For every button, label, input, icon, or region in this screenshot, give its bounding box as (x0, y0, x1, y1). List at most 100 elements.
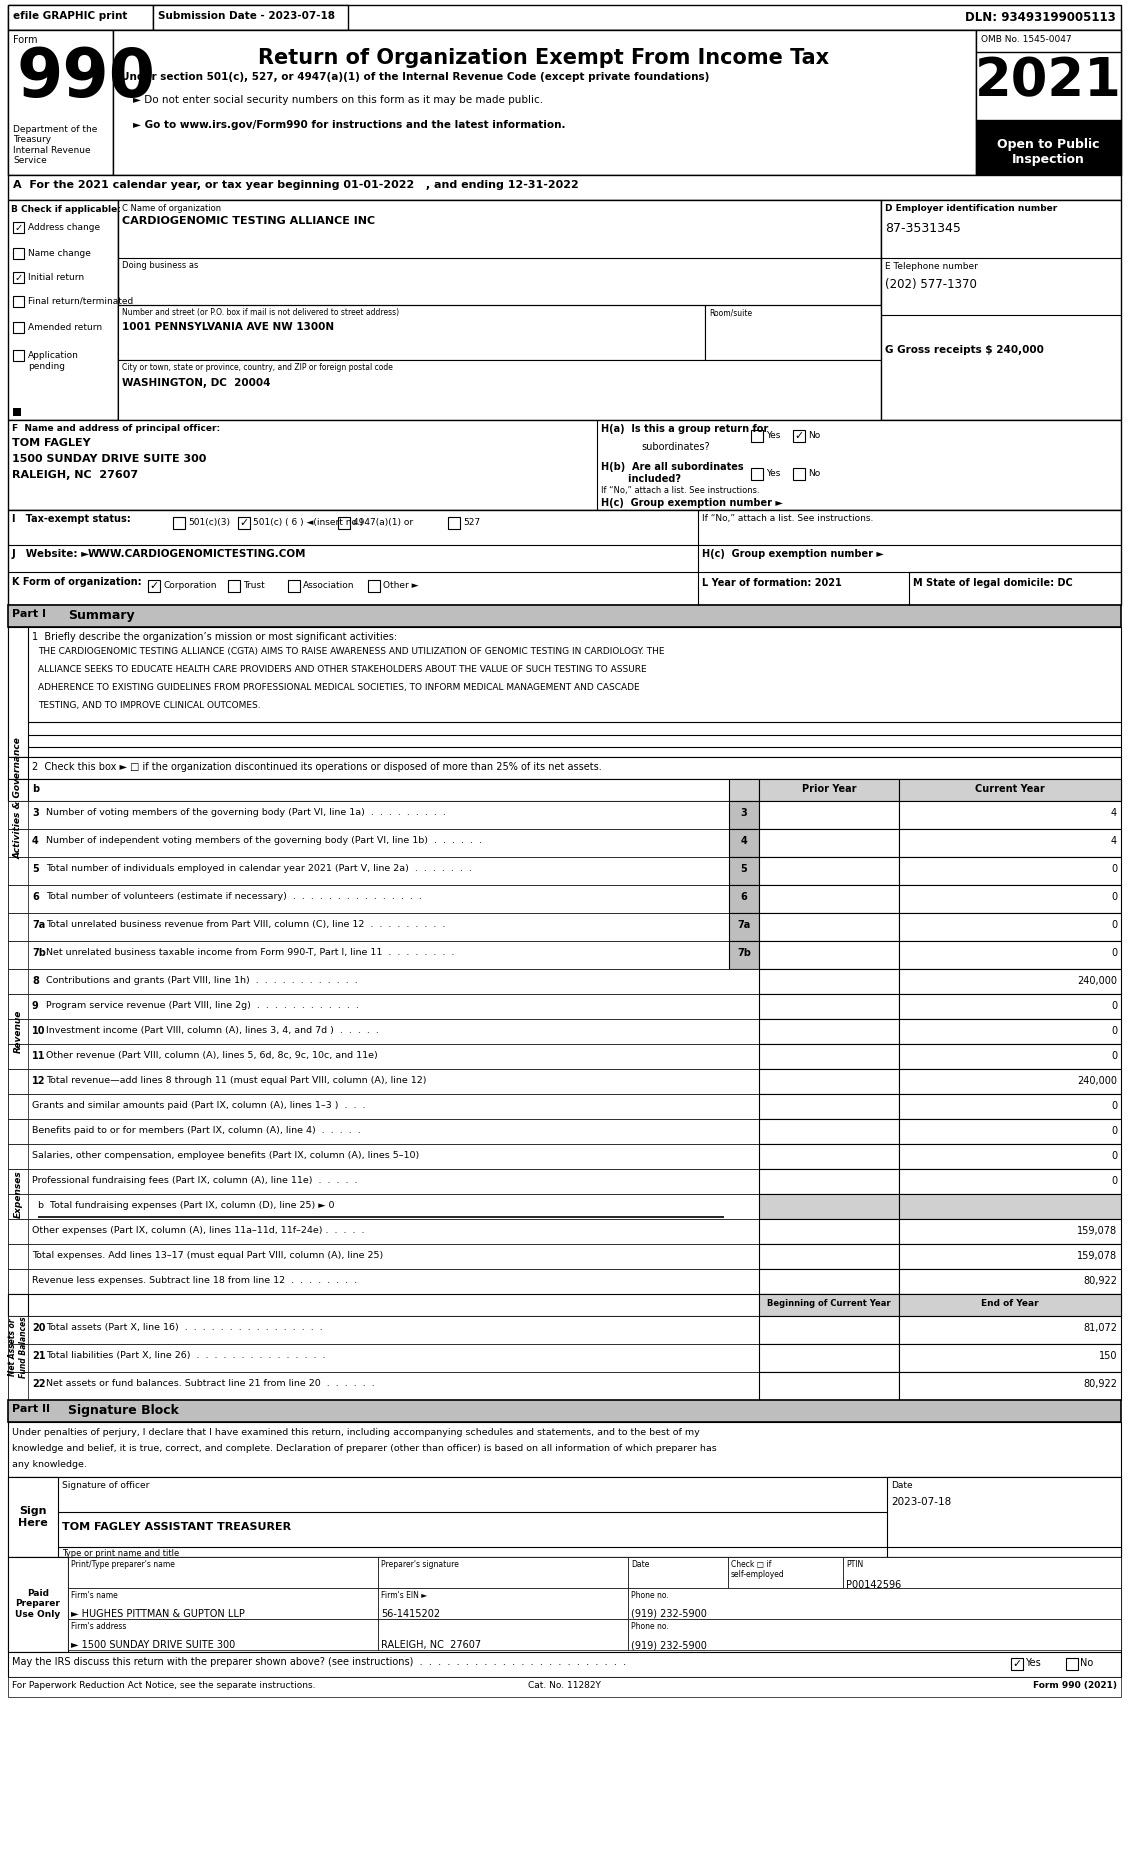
Text: WASHINGTON, DC  20004: WASHINGTON, DC 20004 (122, 378, 271, 388)
Text: Total number of individuals employed in calendar year 2021 (Part V, line 2a)  . : Total number of individuals employed in … (46, 865, 472, 872)
Text: Room/suite: Room/suite (709, 308, 752, 317)
Bar (8, 802, 1121, 829)
Bar (8, 199, 119, 419)
Bar (759, 1219, 899, 1243)
Bar (628, 1588, 1121, 1620)
Text: No: No (1080, 1657, 1093, 1668)
Bar (8, 802, 28, 829)
Bar (8, 885, 1121, 913)
Bar (704, 306, 881, 360)
Text: 0: 0 (1111, 1150, 1117, 1161)
Text: Revenue less expenses. Subtract line 18 from line 12  .  .  .  .  .  .  .  .: Revenue less expenses. Subtract line 18 … (32, 1277, 357, 1284)
Text: Cat. No. 11282Y: Cat. No. 11282Y (527, 1681, 601, 1691)
Text: Total assets (Part X, line 16)  .  .  .  .  .  .  .  .  .  .  .  .  .  .  .  .: Total assets (Part X, line 16) . . . . .… (46, 1323, 323, 1333)
Text: Yes: Yes (765, 431, 780, 440)
Bar (8, 1118, 1121, 1144)
Bar (729, 885, 759, 913)
Text: ADHERENCE TO EXISTING GUIDELINES FROM PROFESSIONAL MEDICAL SOCIETIES, TO INFORM : ADHERENCE TO EXISTING GUIDELINES FROM PR… (38, 682, 640, 692)
Bar (8, 779, 28, 802)
Text: 0: 0 (1111, 949, 1117, 958)
Bar (8, 626, 28, 757)
Text: included?: included? (601, 473, 681, 485)
Bar (975, 119, 1121, 175)
Bar (759, 1372, 899, 1400)
Text: knowledge and belief, it is true, correct, and complete. Declaration of preparer: knowledge and belief, it is true, correc… (12, 1445, 717, 1454)
Bar (8, 757, 28, 779)
Bar (899, 1144, 1121, 1169)
Text: E Telephone number: E Telephone number (885, 263, 978, 270)
Text: No: No (808, 431, 821, 440)
Bar (8, 829, 1121, 857)
Text: Net assets or fund balances. Subtract line 21 from line 20  .  .  .  .  .  .: Net assets or fund balances. Subtract li… (46, 1379, 375, 1389)
Bar (8, 1372, 28, 1400)
Text: 7b: 7b (737, 949, 751, 958)
Text: 1001 PENNSYLVANIA AVE NW 1300N: 1001 PENNSYLVANIA AVE NW 1300N (122, 322, 334, 332)
Bar (759, 941, 899, 969)
Text: 990: 990 (16, 45, 155, 112)
Bar (8, 1372, 1121, 1400)
Bar (899, 829, 1121, 857)
Bar (729, 829, 759, 857)
Text: Signature Block: Signature Block (68, 1404, 178, 1417)
Text: ► HUGHES PITTMAN & GUPTON LLP: ► HUGHES PITTMAN & GUPTON LLP (71, 1609, 245, 1620)
Text: Net unrelated business taxable income from Form 990-T, Part I, line 11  .  .  . : Net unrelated business taxable income fr… (46, 949, 454, 956)
Bar (8, 30, 113, 175)
Text: Phone no.: Phone no. (631, 1622, 668, 1631)
Text: WWW.CARDIOGENOMICTESTING.COM: WWW.CARDIOGENOMICTESTING.COM (88, 550, 306, 559)
Text: Firm's EIN ►: Firm's EIN ► (380, 1592, 427, 1599)
Text: May the IRS discuss this return with the preparer shown above? (see instructions: May the IRS discuss this return with the… (12, 1657, 627, 1666)
Bar (173, 516, 185, 529)
Text: Phone no.: Phone no. (631, 1592, 668, 1599)
Bar (899, 1219, 1121, 1243)
Text: CARDIOGENOMIC TESTING ALLIANCE INC: CARDIOGENOMIC TESTING ALLIANCE INC (122, 216, 375, 226)
Bar (113, 30, 975, 175)
Bar (899, 1044, 1121, 1068)
Text: ✓: ✓ (15, 272, 23, 283)
Text: 11: 11 (32, 1051, 45, 1061)
Bar (8, 1169, 1121, 1195)
Text: 1500 SUNDAY DRIVE SUITE 300: 1500 SUNDAY DRIVE SUITE 300 (12, 455, 207, 464)
Text: Return of Organization Exempt From Income Tax: Return of Organization Exempt From Incom… (259, 48, 830, 67)
Text: G Gross receipts $ 240,000: G Gross receipts $ 240,000 (885, 345, 1044, 354)
Text: 9: 9 (32, 1001, 38, 1010)
Bar (8, 30, 1121, 175)
Text: (919) 232-5900: (919) 232-5900 (631, 1609, 707, 1620)
Bar (793, 431, 805, 442)
Text: C Name of organization: C Name of organization (122, 203, 221, 212)
Bar (8, 1422, 1121, 1476)
Bar (8, 1044, 1121, 1068)
Text: OMB No. 1545-0047: OMB No. 1545-0047 (981, 35, 1071, 45)
Bar (8, 994, 28, 1020)
Text: Paid
Preparer
Use Only: Paid Preparer Use Only (16, 1590, 61, 1620)
Text: (919) 232-5900: (919) 232-5900 (631, 1640, 707, 1650)
Bar (899, 1169, 1121, 1195)
Bar (899, 1243, 1121, 1269)
Bar (899, 1118, 1121, 1144)
Text: Department of the
Treasury
Internal Revenue
Service: Department of the Treasury Internal Reve… (14, 125, 97, 166)
Bar (119, 199, 881, 419)
Bar (759, 1316, 899, 1344)
Text: 3: 3 (741, 807, 747, 818)
Text: pending: pending (28, 362, 65, 371)
Text: Program service revenue (Part VIII, line 2g)  .  .  .  .  .  .  .  .  .  .  .  .: Program service revenue (Part VIII, line… (46, 1001, 359, 1010)
Text: Open to Public
Inspection: Open to Public Inspection (997, 138, 1100, 166)
Text: H(a)  Is this a group return for: H(a) Is this a group return for (601, 423, 768, 434)
Text: H(c)  Group exemption number ►: H(c) Group exemption number ► (601, 498, 782, 509)
Text: Form 990 (2021): Form 990 (2021) (1033, 1681, 1117, 1691)
Text: D Employer identification number: D Employer identification number (885, 203, 1057, 212)
Text: Current Year: Current Year (975, 785, 1044, 794)
Bar (8, 1316, 1121, 1344)
Text: 5: 5 (741, 865, 747, 874)
Text: 6: 6 (32, 893, 38, 902)
Text: 0: 0 (1111, 1001, 1117, 1010)
Text: H(b)  Are all subordinates: H(b) Are all subordinates (601, 462, 744, 472)
Bar (8, 969, 28, 994)
Bar (8, 1044, 28, 1068)
Bar (899, 779, 1121, 802)
Text: Other expenses (Part IX, column (A), lines 11a–11d, 11f–24e) .  .  .  .  .: Other expenses (Part IX, column (A), lin… (32, 1227, 365, 1236)
Text: Number and street (or P.O. box if mail is not delivered to street address): Number and street (or P.O. box if mail i… (122, 308, 400, 317)
Bar (759, 1020, 899, 1044)
Text: Expenses: Expenses (14, 1171, 23, 1217)
Text: Contributions and grants (Part VIII, line 1h)  .  .  .  .  .  .  .  .  .  .  .  : Contributions and grants (Part VIII, lin… (46, 977, 358, 984)
Text: b  Total fundraising expenses (Part IX, column (D), line 25) ► 0: b Total fundraising expenses (Part IX, c… (32, 1200, 334, 1210)
